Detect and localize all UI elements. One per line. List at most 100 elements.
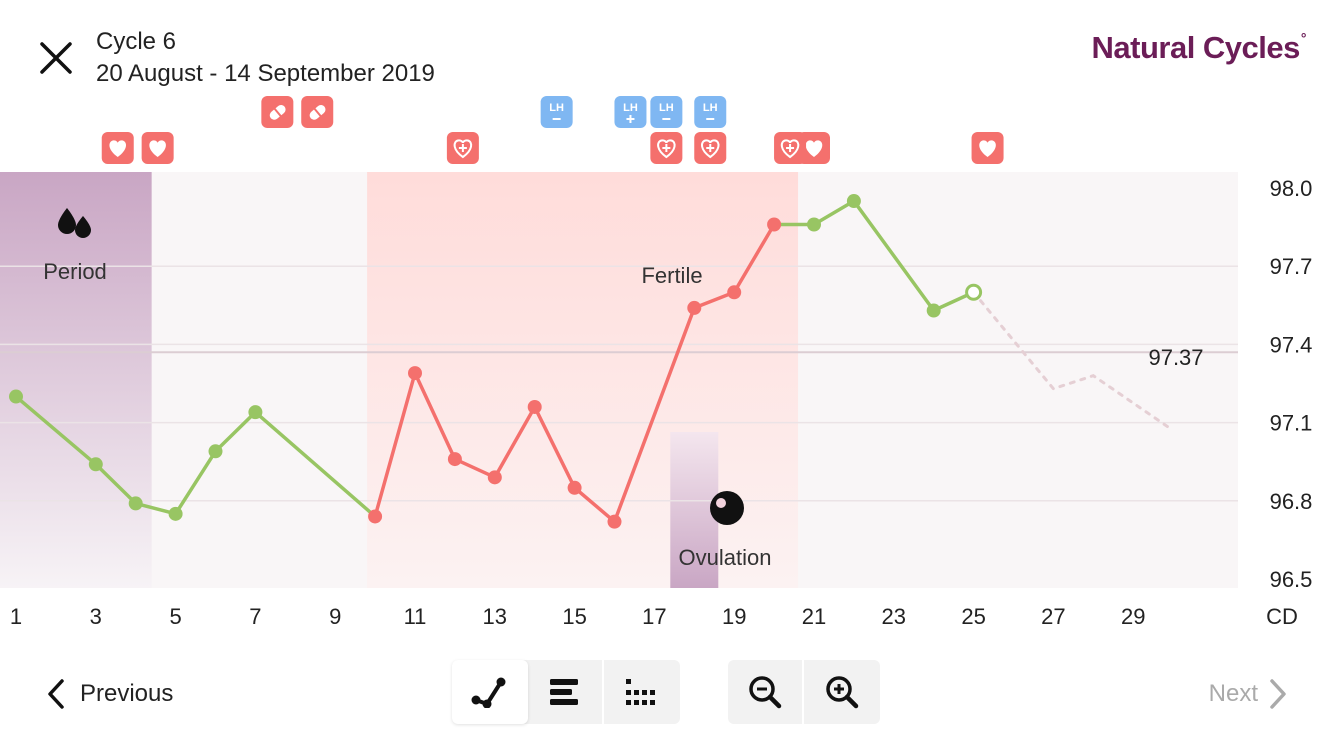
lh-negative-icon[interactable]: LH xyxy=(540,96,573,128)
temperature-point[interactable] xyxy=(965,283,983,301)
heart-plus-icon[interactable] xyxy=(774,132,807,164)
x-tick-label: 25 xyxy=(961,604,985,629)
heart-plus-icon[interactable] xyxy=(694,132,727,164)
zoom-in-button[interactable] xyxy=(804,660,880,724)
temperature-line-segment xyxy=(373,371,417,519)
x-axis-unit: CD xyxy=(1266,604,1298,629)
temperature-point[interactable] xyxy=(368,509,383,524)
zoom-out-button[interactable] xyxy=(728,660,804,724)
dots-view-icon xyxy=(626,679,655,705)
fertile-band xyxy=(367,172,799,588)
bars-view-button[interactable] xyxy=(528,660,604,724)
chevron-left-icon xyxy=(48,679,64,709)
temperature-line-segment xyxy=(532,405,577,490)
bars-view-icon xyxy=(550,679,578,705)
zoom-out-icon xyxy=(749,676,782,709)
ovulation-label: Ovulation xyxy=(679,545,772,570)
x-tick-label: 17 xyxy=(642,604,666,629)
heart-icon[interactable] xyxy=(141,132,174,164)
ovulation-egg-icon xyxy=(710,491,744,525)
temperature-point[interactable] xyxy=(846,194,861,209)
y-tick-label: 97.1 xyxy=(1270,411,1313,436)
temperature-point[interactable] xyxy=(248,405,263,420)
x-tick-label: 21 xyxy=(802,604,826,629)
temperature-point[interactable] xyxy=(208,444,223,459)
svg-text:LH: LH xyxy=(659,102,674,114)
fertile-label: Fertile xyxy=(641,263,702,288)
x-tick-label: 15 xyxy=(562,604,586,629)
brand-logo: Natural Cycles° xyxy=(1091,29,1307,65)
close-icon[interactable] xyxy=(36,38,76,78)
temperature-point[interactable] xyxy=(727,285,742,300)
lh-negative-icon[interactable]: LH xyxy=(650,96,683,128)
temperature-point[interactable] xyxy=(128,496,143,511)
period-label: Period xyxy=(43,259,107,284)
zoom-in-icon xyxy=(826,676,859,709)
x-tick-label: 13 xyxy=(483,604,507,629)
next-label: Next xyxy=(1208,680,1258,707)
temperature-point[interactable] xyxy=(487,470,502,485)
graph-view-icon xyxy=(471,677,506,708)
temperature-point[interactable] xyxy=(527,399,542,414)
svg-text:LH: LH xyxy=(703,102,718,114)
temperature-line-segment xyxy=(812,199,856,227)
temperature-point[interactable] xyxy=(9,389,23,404)
temperature-line-segment xyxy=(173,449,218,516)
temperature-point[interactable] xyxy=(607,514,622,529)
x-tick-label: 29 xyxy=(1121,604,1145,629)
svg-text:LH: LH xyxy=(549,102,564,114)
cycle-date-range: 20 August - 14 September 2019 xyxy=(96,60,435,87)
temperature-point[interactable] xyxy=(408,366,422,381)
temperature-point[interactable] xyxy=(807,217,821,232)
graph-view-button[interactable] xyxy=(452,660,528,724)
chevron-right-icon xyxy=(1270,679,1286,709)
temperature-point[interactable] xyxy=(88,457,103,472)
temperature-line-segment xyxy=(692,290,736,310)
y-tick-label: 96.5 xyxy=(1270,567,1313,592)
predicted-temperature-line xyxy=(972,290,1175,432)
heart-icon[interactable] xyxy=(101,132,134,164)
cycle-title: Cycle 6 xyxy=(96,28,177,55)
temperature-line-segment xyxy=(453,457,497,480)
x-tick-label: 5 xyxy=(169,604,181,629)
x-tick-label: 27 xyxy=(1041,604,1065,629)
temperature-line-segment xyxy=(493,405,537,480)
lh-positive-icon[interactable]: LH xyxy=(614,96,647,128)
x-tick-label: 1 xyxy=(10,604,22,629)
temperature-line-segment xyxy=(14,394,98,467)
x-tick-label: 9 xyxy=(329,604,341,629)
dots-view-button[interactable] xyxy=(604,660,680,724)
temperature-point[interactable] xyxy=(767,217,782,232)
temperature-line-segment xyxy=(572,486,617,524)
temperature-line-segment xyxy=(213,410,258,454)
temperature-point[interactable] xyxy=(926,303,941,318)
next-button[interactable]: Next xyxy=(1209,672,1298,716)
temperature-line-segment xyxy=(253,410,377,519)
temperature-point[interactable] xyxy=(447,452,462,467)
x-tick-label: 11 xyxy=(404,604,427,629)
svg-text:LH: LH xyxy=(623,102,638,114)
temperature-line-segment xyxy=(413,371,457,461)
y-tick-label: 96.8 xyxy=(1270,489,1313,514)
lh-negative-icon[interactable]: LH xyxy=(694,96,727,128)
heart-plus-icon[interactable] xyxy=(446,132,479,164)
period-band xyxy=(0,172,152,588)
x-tick-label: 23 xyxy=(882,604,906,629)
pill-icon[interactable] xyxy=(301,96,334,128)
y-tick-label: 97.4 xyxy=(1270,332,1313,357)
view-mode-toggle xyxy=(452,660,680,724)
heart-icon[interactable] xyxy=(971,132,1004,164)
x-tick-label: 19 xyxy=(722,604,746,629)
temperature-point[interactable] xyxy=(567,480,582,495)
heart-plus-icon[interactable] xyxy=(650,132,683,164)
y-tick-label: 98.0 xyxy=(1270,176,1313,201)
previous-button[interactable]: Previous xyxy=(36,672,173,716)
pill-icon[interactable] xyxy=(261,96,294,128)
period-drops-icon xyxy=(58,208,91,238)
temperature-line-segment xyxy=(612,306,697,524)
bottom-navigation: Previous xyxy=(0,656,1334,732)
temperature-point[interactable] xyxy=(687,300,702,315)
zoom-controls xyxy=(728,660,880,724)
temperature-point[interactable] xyxy=(168,506,183,521)
